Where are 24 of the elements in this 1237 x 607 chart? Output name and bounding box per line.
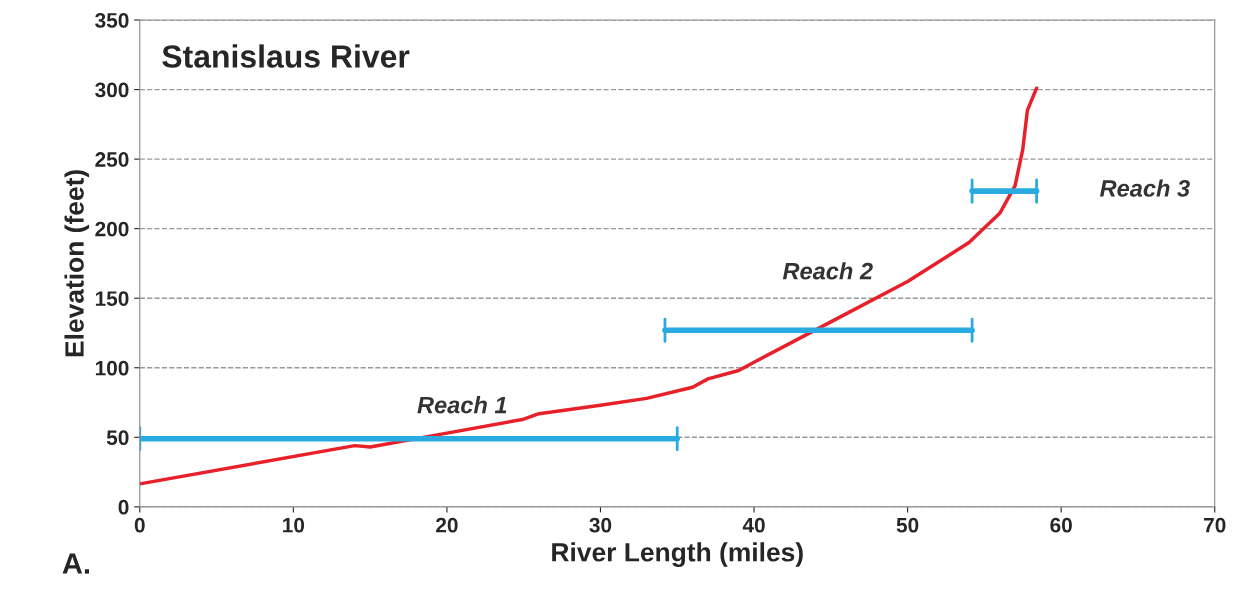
y-tick-label: 250: [95, 152, 129, 167]
x-tick-label: 10: [283, 517, 305, 533]
x-tick-label: 60: [1050, 517, 1072, 533]
x-tick-label: 0: [134, 517, 145, 533]
annotation: Reach 1: [417, 396, 507, 414]
y-tick-label: 150: [95, 291, 129, 306]
annotation: Reach 3: [1100, 179, 1190, 197]
x-tick-label: 30: [589, 517, 612, 533]
text: Stanislaus River: [162, 44, 410, 68]
x-tick-label: 40: [742, 517, 765, 533]
x-tick-label: 20: [436, 517, 458, 533]
y-tick-label: 200: [95, 221, 129, 237]
line-series: [139, 86, 1039, 486]
x-axis-title: River Length (miles): [552, 542, 803, 567]
annotation: Reach 2: [782, 262, 873, 280]
y-tick-label: 300: [95, 82, 129, 98]
x-tick-label: 70: [1204, 517, 1226, 533]
y-axis-title: Elevation (feet): [64, 170, 90, 357]
y-tick-label: 100: [95, 360, 129, 376]
y-tick-label: 0: [118, 499, 129, 515]
y-tick-label: 350: [95, 13, 129, 28]
x-tick-label: 50: [896, 517, 919, 533]
y-tick-label: 50: [106, 430, 129, 446]
text: A.: [62, 553, 90, 574]
